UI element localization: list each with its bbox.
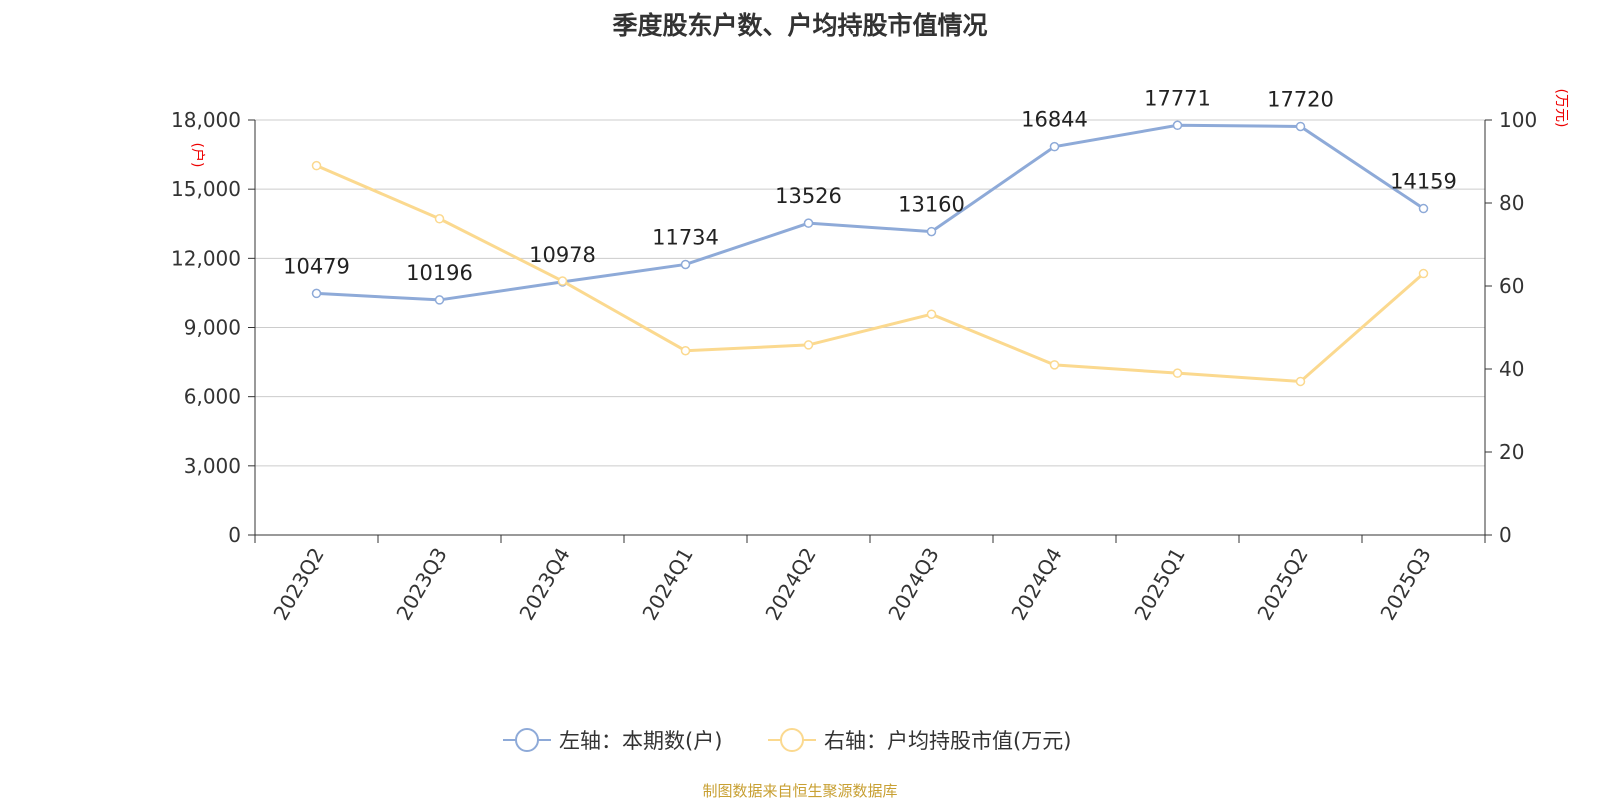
data-point — [311, 288, 322, 299]
left-axis-tick-label: 18,000 — [171, 108, 241, 132]
data-point — [803, 340, 814, 350]
data-label: 14159 — [1390, 170, 1457, 194]
right-axis-tick-label: 60 — [1499, 274, 1524, 298]
data-point — [434, 214, 445, 224]
series-line — [316, 123, 1425, 302]
x-axis-tick-label: 2023Q3 — [391, 544, 451, 625]
data-label: 17771 — [1144, 86, 1211, 110]
left-axis-unit: (户) — [189, 143, 206, 168]
left-axis-tick-label: 3,000 — [184, 454, 241, 478]
series-line — [315, 164, 1425, 383]
x-axis-tick-label: 2024Q3 — [883, 544, 943, 625]
legend: 左轴：本期数(户) 右轴：户均持股市值(万元) — [503, 728, 1071, 753]
left-axis-tick-label: 6,000 — [184, 385, 241, 409]
source-note: 制图数据来自恒生聚源数据库 — [702, 782, 898, 800]
data-label: 10978 — [529, 243, 596, 267]
data-point — [434, 295, 445, 305]
x-axis-tick-label: 2025Q2 — [1252, 544, 1312, 625]
data-label: 13160 — [898, 193, 965, 217]
data-point — [1418, 268, 1429, 279]
x-axis-tick-label: 2025Q1 — [1129, 544, 1189, 625]
data-point — [1418, 203, 1429, 214]
data-point — [1049, 141, 1060, 152]
data-label: 10479 — [283, 254, 350, 278]
legend-marker — [780, 728, 804, 752]
axes: 0 3,000 6,000 9,000 12,000 15,000 18,000 0 20 40 6… — [171, 89, 1569, 625]
data-point — [680, 345, 691, 356]
data-label: 13526 — [775, 184, 842, 208]
x-axis-tick-label: 2024Q2 — [760, 544, 820, 625]
right-axis-tick-label: 20 — [1499, 440, 1524, 464]
chart-title: 季度股东户数、户均持股市值情况 — [612, 11, 988, 40]
x-axis-tick-label: 2025Q3 — [1375, 544, 1435, 625]
legend-label: 右轴：户均持股市值(万元) — [824, 729, 1071, 753]
data-point — [926, 309, 937, 319]
x-axis-tick-label: 2024Q4 — [1006, 544, 1066, 625]
left-axis-tick-label: 12,000 — [171, 246, 241, 270]
data-point — [1172, 120, 1183, 131]
data-label: 10196 — [406, 261, 473, 285]
legend-label: 左轴：本期数(户) — [559, 729, 722, 753]
series-lines — [311, 120, 1429, 387]
data-point — [1172, 368, 1183, 378]
chart-area: 0 3,000 6,000 9,000 12,000 15,000 18,000 0 20 40 6… — [171, 86, 1569, 753]
data-point — [1295, 121, 1306, 132]
right-axis-tick-label: 80 — [1499, 191, 1524, 215]
data-point — [311, 160, 322, 171]
data-label: 16844 — [1021, 108, 1088, 132]
right-axis-tick-label: 40 — [1499, 357, 1524, 381]
data-point — [1295, 376, 1306, 387]
x-axis-tick-label: 2024Q1 — [637, 544, 697, 625]
data-point — [926, 226, 937, 237]
right-axis-unit: (万元) — [1553, 89, 1569, 128]
right-axis-tick-label: 100 — [1499, 108, 1537, 132]
x-axis-tick-label: 2023Q2 — [268, 544, 328, 625]
right-axis-tick-label: 0 — [1499, 523, 1512, 547]
data-point — [680, 259, 691, 270]
data-labels: 10479 10196 10978 11734 13526 13160 16844 17771… — [283, 86, 1457, 285]
legend-marker — [515, 728, 539, 752]
x-axis-tick-label: 2023Q4 — [514, 544, 574, 625]
grid-lines — [255, 119, 1485, 467]
data-point — [1049, 360, 1060, 370]
data-label: 11734 — [652, 225, 719, 249]
data-label: 17720 — [1267, 87, 1334, 111]
left-axis-tick-label: 0 — [228, 523, 241, 547]
data-point — [557, 276, 568, 286]
left-axis-tick-label: 9,000 — [184, 316, 241, 340]
data-point — [803, 218, 814, 228]
left-axis-tick-label: 15,000 — [171, 177, 241, 201]
